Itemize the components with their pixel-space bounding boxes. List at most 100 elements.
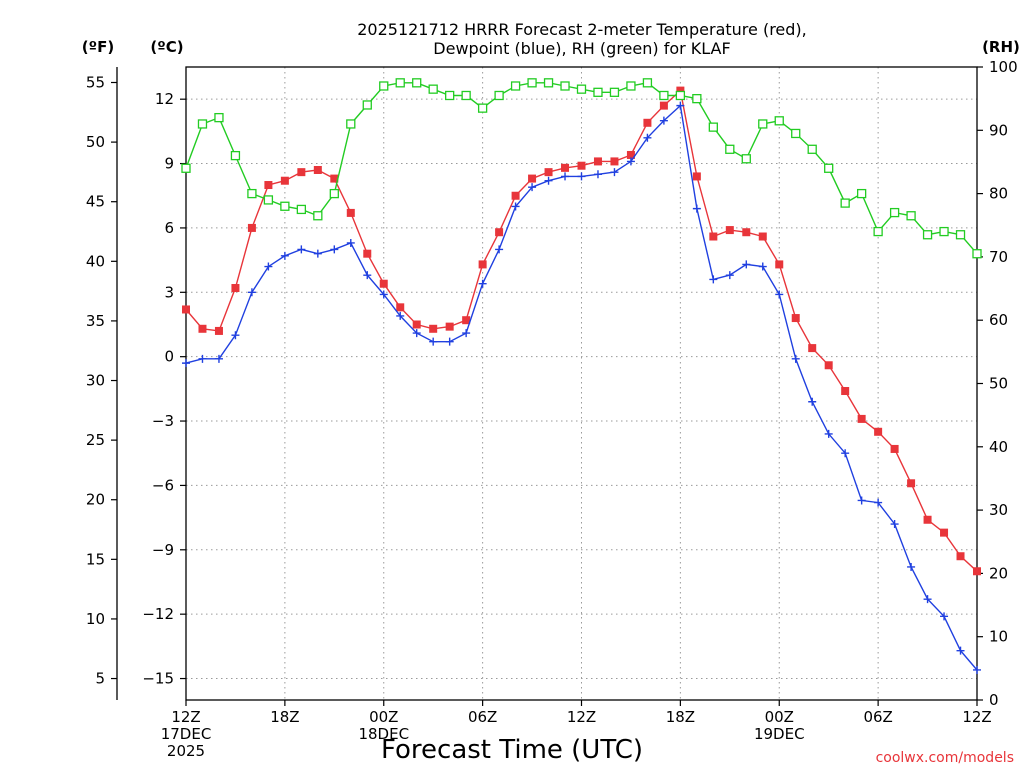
rh-tick-label: 90 [989, 121, 1008, 139]
dewpoint-point [676, 101, 685, 110]
rh-point [659, 90, 669, 101]
temperature-point [544, 168, 553, 177]
dewpoint-point [775, 290, 784, 299]
temperature-point [214, 326, 223, 335]
rh-point [543, 78, 554, 88]
rh-point [510, 81, 521, 91]
dewpoint-point [923, 595, 932, 604]
rh-point [609, 87, 620, 97]
temperature-point [528, 174, 537, 183]
dewpoint-point [709, 275, 718, 284]
dewpoint-point [297, 245, 306, 254]
temperature-point [561, 163, 570, 172]
rh-point [692, 94, 702, 104]
rh-tick-label: 60 [989, 311, 1008, 329]
dewpoint-point [379, 290, 388, 299]
dewpoint-point [593, 170, 602, 179]
rh-point [939, 226, 949, 237]
rh-point [428, 84, 438, 94]
rh-point [873, 226, 883, 237]
celsius-tick-label: 0 [164, 348, 174, 366]
dewpoint-point [561, 172, 570, 181]
rh-point [906, 211, 916, 221]
rh-point [263, 195, 274, 205]
rh-tick-label: 40 [989, 438, 1008, 456]
celsius-tick-label: −9 [152, 541, 174, 559]
dewpoint-point [841, 449, 850, 458]
series-temperature [182, 86, 981, 576]
rh-point [576, 84, 587, 94]
dewpoint-point [725, 271, 734, 280]
fahrenheit-tick-label: 50 [86, 133, 105, 151]
dewpoint-point [182, 359, 190, 368]
temperature-point [890, 444, 899, 453]
dewpoint-point [346, 238, 355, 247]
temperature-point [841, 387, 850, 396]
rh-tick-label: 0 [989, 691, 999, 709]
rh-tick-label: 30 [989, 501, 1008, 519]
rh-point [955, 230, 966, 240]
x-tick-label: 12Z [567, 708, 596, 726]
rh-unit-label: (RH) [982, 38, 1020, 56]
temperature-point [264, 181, 273, 190]
rh-tick-label: 20 [989, 564, 1008, 582]
dewpoint-point [412, 329, 421, 338]
temperature-point [462, 316, 471, 325]
temperature-point [824, 361, 833, 370]
rh-point [560, 81, 570, 91]
dewpoint-point [643, 133, 652, 142]
celsius-tick-label: −15 [142, 670, 174, 688]
temperature-point [692, 172, 701, 181]
rh-point [527, 78, 537, 88]
celsius-tick-label: 12 [155, 90, 174, 108]
fahrenheit-tick-label: 55 [86, 73, 105, 91]
dewpoint-point [429, 337, 438, 346]
temperature-point [511, 191, 520, 200]
rh-point [461, 90, 471, 101]
temperature-point [610, 157, 619, 166]
dewpoint-point [626, 157, 635, 166]
rh-tick-label: 50 [989, 375, 1008, 393]
dewpoint-point [742, 260, 751, 269]
dewpoint-point [478, 279, 487, 288]
temperature-point [297, 168, 306, 177]
dewpoint-point [577, 172, 586, 181]
temperature-point [396, 303, 405, 312]
temperature-point [874, 427, 883, 436]
rh-point [774, 116, 784, 126]
rh-point [642, 78, 653, 88]
rh-point [494, 90, 504, 101]
x-axis-title: Forecast Time (UTC) [381, 735, 643, 765]
dewpoint-point [791, 354, 800, 363]
temperature-point [659, 101, 668, 110]
dewpoint-point [396, 311, 405, 320]
rh-point [725, 144, 735, 154]
temperature-point [379, 279, 388, 288]
rh-point [593, 87, 603, 97]
fahrenheit-tick-label: 20 [86, 491, 105, 509]
temperature-point [478, 260, 487, 269]
rh-point [280, 201, 290, 211]
dewpoint-point [824, 429, 833, 438]
fahrenheit-tick-label: 10 [86, 610, 105, 628]
rh-point [230, 150, 241, 161]
x-tick-sublabel: 18DEC [358, 725, 409, 743]
rh-point [313, 211, 323, 221]
temperature-point [182, 305, 190, 314]
temperature-point [198, 324, 207, 333]
chart-title-line-1: 2025121712 HRRR Forecast 2-meter Tempera… [357, 20, 807, 39]
x-tick-sublabel: 2025 [167, 742, 205, 760]
x-tick-label: 06Z [863, 708, 892, 726]
fahrenheit-tick-label: 40 [86, 252, 105, 270]
dewpoint-point [758, 262, 767, 271]
fahrenheit-tick-label: 25 [86, 431, 105, 449]
dewpoint-point [890, 520, 899, 529]
rh-point [214, 112, 224, 123]
series-dewpoint [182, 101, 981, 674]
dewpoint-point [973, 665, 981, 674]
rh-tick-label: 10 [989, 628, 1008, 646]
temperature-point [363, 249, 372, 258]
temperature-point [231, 284, 240, 293]
dewpoint-point [198, 354, 207, 363]
